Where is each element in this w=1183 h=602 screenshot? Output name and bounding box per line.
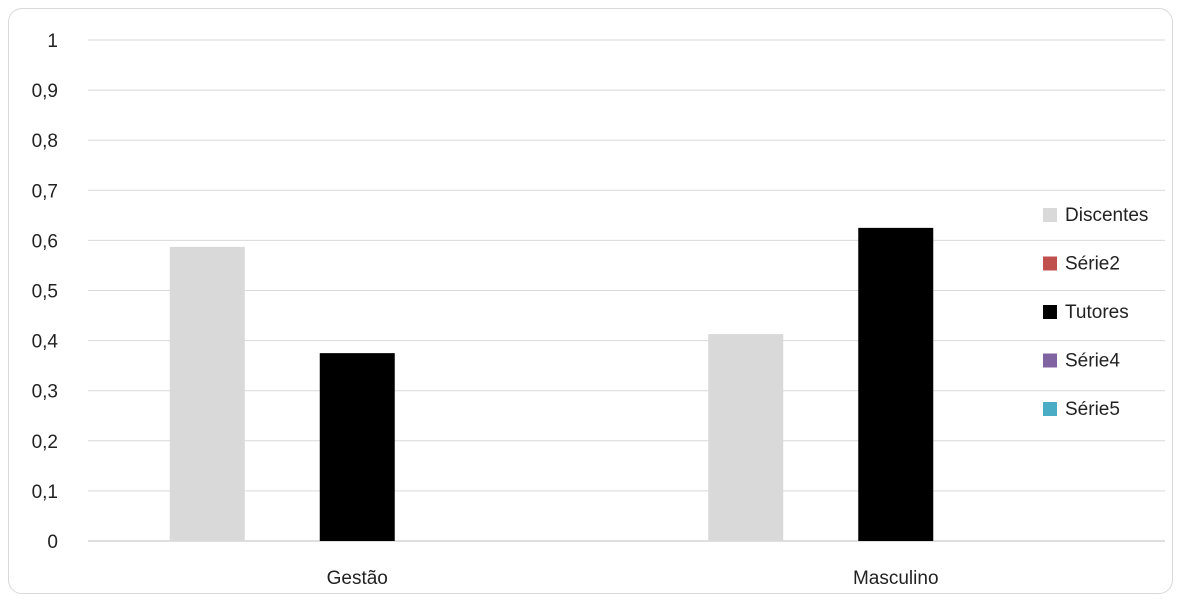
y-tick-label: 1 (47, 31, 58, 52)
legend-swatch (1043, 402, 1057, 416)
y-tick-label: 0,2 (32, 432, 58, 453)
y-tick-label: 0,9 (32, 81, 58, 102)
y-tick-label: 0,4 (32, 332, 59, 353)
y-tick-label: 0,1 (32, 482, 58, 503)
legend-swatch (1043, 305, 1057, 319)
bar-discentes-2 (708, 334, 784, 541)
y-tick-label: 0,3 (32, 382, 58, 403)
y-tick-label: 0,8 (32, 131, 58, 152)
x-category-label: Gestão (327, 568, 388, 589)
legend-swatch (1043, 353, 1057, 368)
bar-discentes-1 (169, 246, 245, 541)
y-tick-label: 0,5 (32, 282, 58, 303)
legend-label: Série2 (1065, 254, 1120, 275)
legend-label: Série4 (1065, 351, 1120, 372)
x-axis-categories: Gestão Masculino (327, 568, 939, 589)
legend-label: Tutores (1065, 302, 1129, 323)
x-category-label: Masculino (853, 568, 939, 589)
legend-label: Discentes (1065, 205, 1148, 226)
y-tick-label: 0,6 (32, 231, 58, 252)
legend-swatch (1043, 208, 1057, 222)
bars (169, 227, 934, 541)
legend-label: Série5 (1065, 399, 1120, 420)
legend: Discentes Série2 Tutores Série4 Série5 (1043, 205, 1148, 420)
y-tick-label: 0 (47, 532, 58, 553)
gridlines (88, 39, 1165, 542)
legend-swatch (1043, 256, 1057, 271)
y-axis-ticks: 0 0,1 0,2 0,3 0,4 0,5 0,6 0,7 0,8 0,9 1 (32, 31, 59, 553)
bar-tutores-2 (858, 227, 934, 541)
y-tick-label: 0,7 (32, 181, 58, 202)
bar-tutores-1 (319, 353, 395, 541)
